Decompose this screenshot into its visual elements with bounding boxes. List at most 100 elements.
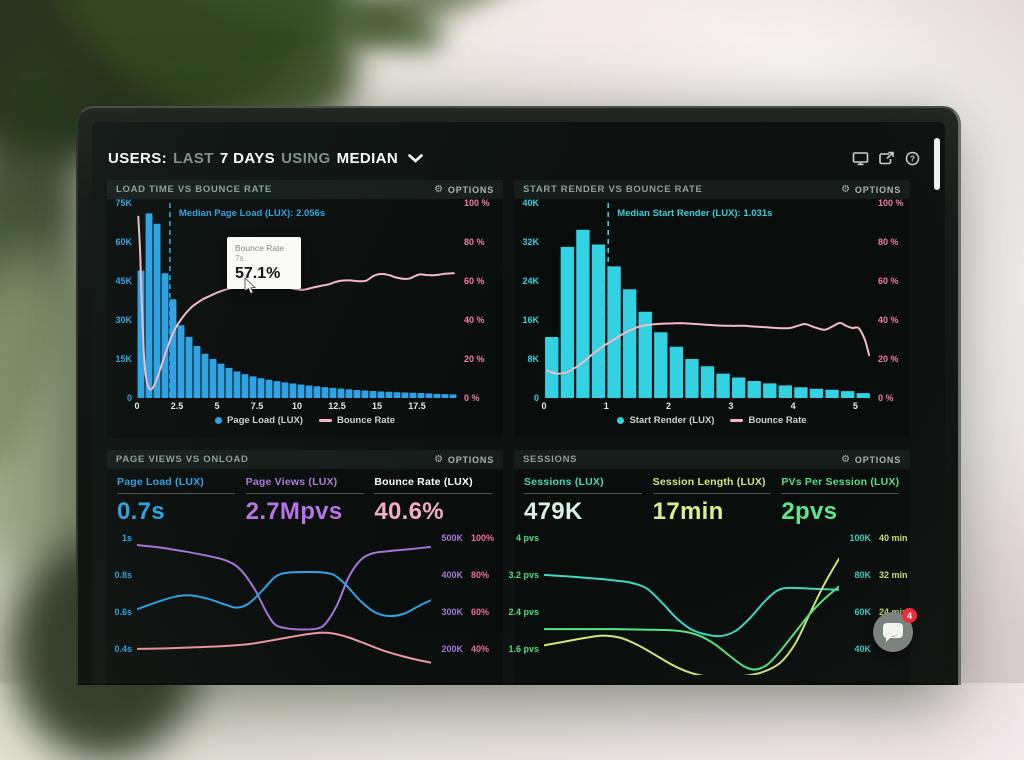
axis-tick-label: 100% <box>471 533 495 543</box>
axis-tick-label: 24K <box>522 276 539 286</box>
tooltip-title: Bounce Rate <box>235 243 285 253</box>
metrics-row: Page Load (LUX) 0.7s Page Views (LUX) 2.… <box>107 469 503 526</box>
toolbar: ? <box>852 151 921 166</box>
gear-icon: ⚙ <box>841 453 851 465</box>
options-button[interactable]: ⚙ OPTIONS <box>434 184 494 195</box>
axis-tick-label: 4 pvs <box>515 533 539 543</box>
y-axis-right: 100 % 80 % 60 % 40 % 20 % 0 % <box>457 198 503 403</box>
legend-item[interactable]: Bounce Rate <box>730 415 807 426</box>
y-axis-left: 4 pvs 3.2 pvs 2.4 pvs 1.6 pvs <box>508 530 544 675</box>
axis-tick-label: 5 <box>852 401 858 411</box>
using-label: USING <box>281 149 331 167</box>
axis-tick-label: 32K <box>522 237 539 247</box>
display-icon[interactable] <box>852 151 869 166</box>
tooltip-x-value: 7s <box>235 254 244 263</box>
axis-tick-label: 30K <box>115 315 132 325</box>
axis-tick-label: 40 min <box>879 533 908 543</box>
metric-divider <box>245 493 364 494</box>
plot-area[interactable]: Median Page Load (LUX): 2.056s 0 2.5 5 7.5 1… <box>134 203 457 411</box>
axis-tick-label: 40K <box>522 198 539 208</box>
svg-text:?: ? <box>910 153 915 163</box>
metrics-row: Sessions (LUX) 479K Session Length (LUX)… <box>514 469 910 526</box>
options-label: OPTIONS <box>854 184 901 195</box>
axis-tick-label: 45K <box>115 276 132 286</box>
x-axis: 0 2.5 5 7.5 10 12.5 15 17.5 <box>134 401 457 413</box>
scrollbar-thumb[interactable] <box>934 138 940 190</box>
chevron-down-icon[interactable] <box>408 153 423 163</box>
options-button[interactable]: ⚙ OPTIONS <box>841 453 901 465</box>
users-label: USERS: <box>108 149 168 167</box>
chart-area: 4 pvs 3.2 pvs 2.4 pvs 1.6 pvs 100K 80K 60K 40K… <box>508 530 910 675</box>
dashboard-screen: USERS: LAST 7 DAYS USING MEDIAN ? LOAD T… <box>92 122 945 685</box>
metric-bounce-rate: Bounce Rate (LUX) 40.6% <box>374 476 503 526</box>
axis-tick-label: 0 <box>533 393 539 403</box>
axis-tick-label: 20 % <box>878 354 899 364</box>
plot-area[interactable]: Median Start Render (LUX): 1.031s 0 1 2 3 4 5 <box>541 203 871 411</box>
axis-tick-label: 1 <box>603 401 609 411</box>
axis-tick-label: 60K <box>854 607 871 617</box>
help-icon[interactable]: ? <box>904 151 921 166</box>
legend-label: Bounce Rate <box>336 415 396 426</box>
axis-tick-label: 8K <box>527 354 539 364</box>
legend-label: Page Load (LUX) <box>226 415 303 426</box>
axis-tick-label: 15 <box>371 401 383 411</box>
metric-divider <box>781 493 900 494</box>
axis-tick-label: 1s <box>121 533 132 543</box>
axis-tick-label: 3 <box>728 401 734 411</box>
y-axis-right: 500K 400K 300K 200K 100% 80% 60% 40% <box>431 530 503 675</box>
plot-area[interactable] <box>137 530 431 675</box>
page-title[interactable]: USERS: LAST 7 DAYS USING MEDIAN <box>108 150 423 167</box>
axis-tick-label: 0 <box>134 401 140 411</box>
axis-tick-label: 16K <box>522 315 539 325</box>
axis-tick-label: 80K <box>854 570 871 580</box>
axis-tick-label: 300K <box>441 607 463 617</box>
legend-item[interactable]: Bounce Rate <box>318 415 396 426</box>
axis-tick-label: 2.4 pvs <box>508 607 539 617</box>
page-views-line-chart <box>137 544 431 664</box>
axis-tick-label: 2.5 <box>170 401 184 411</box>
legend-label: Start Render (LUX) <box>629 415 715 426</box>
share-icon[interactable] <box>878 151 895 166</box>
median-annotation: Median Start Render (LUX): 1.031s <box>617 208 773 219</box>
options-button[interactable]: ⚙ OPTIONS <box>434 454 494 465</box>
metric-sessions: Sessions (LUX) 479K <box>524 476 653 526</box>
panel-title: START RENDER VS BOUNCE RATE <box>523 184 703 195</box>
chat-button[interactable]: 4 <box>873 608 917 652</box>
axis-tick-label: 40 % <box>464 315 485 325</box>
metric-label: Page Views (LUX) <box>245 476 338 488</box>
axis-tick-label: 0 <box>126 393 132 403</box>
metric-page-views: Page Views (LUX) 2.7Mpvs <box>245 476 375 526</box>
panel-title: PAGE VIEWS VS ONLOAD <box>116 454 249 465</box>
panel-page-views: PAGE VIEWS VS ONLOAD ⚙ OPTIONS Page Load … <box>107 450 503 685</box>
range-strong-label: 7 DAYS <box>219 149 276 167</box>
axis-tick-label: 3.2 pvs <box>508 570 539 580</box>
axis-tick-label: 80% <box>471 570 490 580</box>
chat-bubble-icon <box>883 623 903 642</box>
y-axis-left: 1s 0.8s 0.6s 0.4s <box>107 530 137 675</box>
plot-area[interactable] <box>544 530 839 675</box>
range-dim-label: LAST <box>173 149 214 167</box>
axis-tick-label: 80 % <box>464 237 485 247</box>
chart-legend: Page Load (LUX) Bounce Rate <box>107 415 503 426</box>
legend-item[interactable]: Start Render (LUX) <box>617 415 714 426</box>
options-label: OPTIONS <box>447 454 494 465</box>
plant-leaf <box>331 0 589 59</box>
axis-tick-label: 100K <box>849 533 871 543</box>
axis-tick-label: 0.4s <box>114 644 132 654</box>
chart-area: 75K 60K 45K 30K 15K 0 Median Page Load (LUX):… <box>107 198 503 411</box>
options-button[interactable]: ⚙ OPTIONS <box>841 184 901 195</box>
axis-tick-label: 60K <box>115 237 132 247</box>
y-axis-right: 100 % 80 % 60 % 40 % 20 % 0 % <box>871 198 910 403</box>
metric-value: 2.7Mpvs <box>245 498 343 525</box>
panel-start-render: START RENDER VS BOUNCE RATE ⚙ OPTIONS 40K… <box>514 180 910 438</box>
metric-session-length: Session Length (LUX) 17min <box>652 476 782 526</box>
axis-tick-label: 20 % <box>464 354 485 364</box>
chart-area: 1s 0.8s 0.6s 0.4s 500K 400K 300K 200K 100% 80% 60… <box>107 530 503 675</box>
metric-divider <box>652 493 771 494</box>
panel-header: START RENDER VS BOUNCE RATE ⚙ OPTIONS <box>514 180 910 199</box>
axis-tick-label: 7.5 <box>250 401 264 411</box>
x-axis: 0 1 2 3 4 5 <box>541 401 871 413</box>
metric-pvs-per-session: PVs Per Session (LUX) 2pvs <box>781 476 910 526</box>
legend-item[interactable]: Page Load (LUX) <box>214 415 303 426</box>
